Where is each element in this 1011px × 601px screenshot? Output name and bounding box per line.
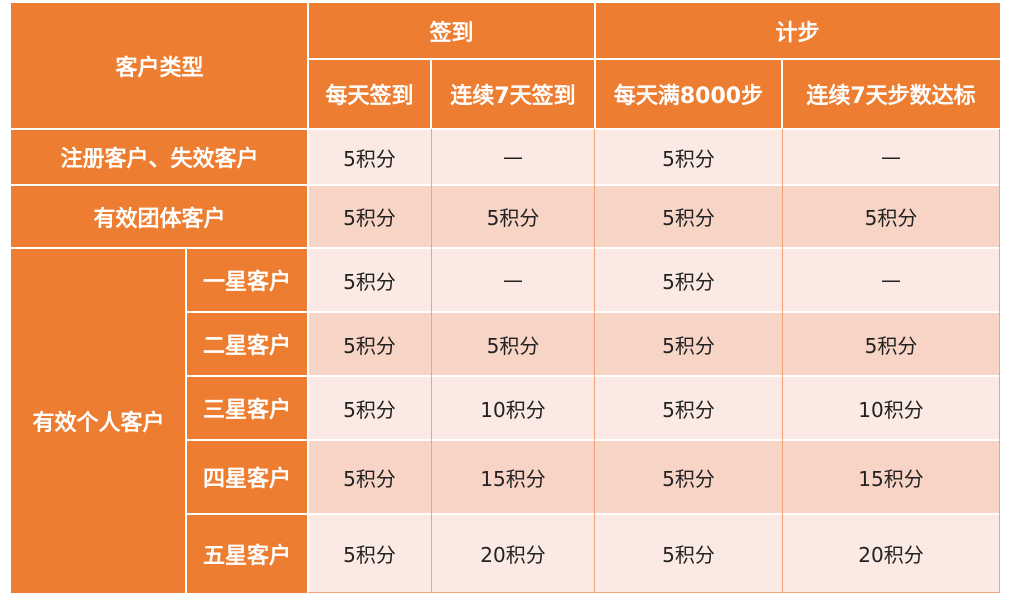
- cell-star-3-steps-7-days: 10积分: [782, 376, 1000, 440]
- row-label-star-2: 二星客户: [186, 312, 308, 376]
- cell-star-2-daily-8000-steps: 5积分: [595, 312, 782, 376]
- header-checkin: 签到: [308, 3, 595, 59]
- divider: [430, 59, 432, 129]
- row-label-star-3: 三星客户: [186, 376, 308, 440]
- header-checkin-7-days: 连续7天签到: [431, 59, 595, 129]
- cell-star-5-daily-8000-steps: 5积分: [595, 514, 782, 593]
- cell-registered-daily-8000-steps: 5积分: [595, 129, 782, 185]
- points-table: 客户类型 签到 计步 每天签到 连续7天签到 每天满8000步 连续7天步数达标…: [11, 3, 1000, 593]
- cell-registered-checkin-7-days: —: [431, 129, 595, 185]
- cell-star-1-steps-7-days: —: [782, 248, 1000, 312]
- divider: [307, 3, 309, 593]
- cell-group-steps-7-days: 5积分: [782, 185, 1000, 248]
- divider: [185, 248, 187, 593]
- divider: [186, 513, 1000, 515]
- row-label-individual: 有效个人客户: [11, 248, 186, 593]
- cell-star-2-daily-checkin: 5积分: [308, 312, 431, 376]
- divider: [186, 375, 1000, 377]
- divider: [782, 129, 783, 593]
- cell-star-4-daily-8000-steps: 5积分: [595, 440, 782, 514]
- cell-star-1-checkin-7-days: —: [431, 248, 595, 312]
- header-steps: 计步: [595, 3, 1000, 59]
- cell-star-4-checkin-7-days: 15积分: [431, 440, 595, 514]
- row-label-star-5: 五星客户: [186, 514, 308, 593]
- cell-star-1-daily-8000-steps: 5积分: [595, 248, 782, 312]
- divider: [999, 129, 1000, 593]
- cell-star-5-steps-7-days: 20积分: [782, 514, 1000, 593]
- cell-star-4-steps-7-days: 15积分: [782, 440, 1000, 514]
- divider: [308, 592, 1000, 593]
- divider: [308, 58, 1000, 60]
- cell-star-3-daily-8000-steps: 5积分: [595, 376, 782, 440]
- divider: [11, 184, 1000, 186]
- divider: [11, 247, 1000, 249]
- row-label-star-4: 四星客户: [186, 440, 308, 514]
- divider: [11, 128, 1000, 130]
- divider: [594, 129, 595, 593]
- row-label-registered: 注册客户、失效客户: [11, 129, 308, 185]
- cell-star-3-daily-checkin: 5积分: [308, 376, 431, 440]
- cell-star-3-checkin-7-days: 10积分: [431, 376, 595, 440]
- divider: [431, 129, 432, 593]
- cell-group-daily-8000-steps: 5积分: [595, 185, 782, 248]
- cell-star-2-steps-7-days: 5积分: [782, 312, 1000, 376]
- divider: [594, 3, 596, 129]
- header-steps-7-days: 连续7天步数达标: [782, 59, 1000, 129]
- row-label-star-1: 一星客户: [186, 248, 308, 312]
- cell-star-5-daily-checkin: 5积分: [308, 514, 431, 593]
- header-daily-8000-steps: 每天满8000步: [595, 59, 782, 129]
- divider: [781, 59, 783, 129]
- cell-registered-steps-7-days: —: [782, 129, 1000, 185]
- cell-star-1-daily-checkin: 5积分: [308, 248, 431, 312]
- row-label-group: 有效团体客户: [11, 185, 308, 248]
- cell-star-4-daily-checkin: 5积分: [308, 440, 431, 514]
- cell-star-5-checkin-7-days: 20积分: [431, 514, 595, 593]
- divider: [186, 311, 1000, 313]
- cell-group-checkin-7-days: 5积分: [431, 185, 595, 248]
- divider: [186, 439, 1000, 441]
- cell-star-2-checkin-7-days: 5积分: [431, 312, 595, 376]
- cell-registered-daily-checkin: 5积分: [308, 129, 431, 185]
- cell-group-daily-checkin: 5积分: [308, 185, 431, 248]
- header-daily-checkin: 每天签到: [308, 59, 431, 129]
- header-customer-type: 客户类型: [11, 3, 308, 129]
